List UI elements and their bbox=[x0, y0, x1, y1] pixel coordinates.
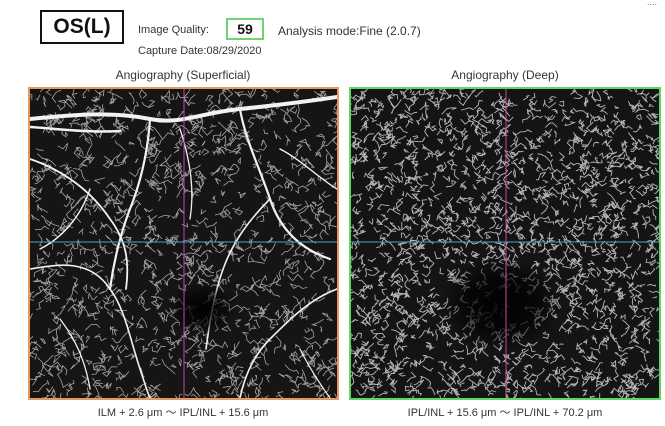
image-quality-label: Image Quality: bbox=[138, 24, 209, 36]
image-quality-value: 59 bbox=[226, 18, 264, 40]
capture-date: Capture Date:08/29/2020 bbox=[138, 45, 262, 57]
caption-deep: IPL/INL + 15.6 μm 〜 IPL/INL + 70.2 μm bbox=[407, 407, 603, 419]
eye-label: OS(L) bbox=[40, 10, 124, 44]
superficial-vessel-map bbox=[30, 89, 337, 398]
panel-title-superficial: Angiography (Superficial) bbox=[115, 68, 251, 82]
corner-text: .... bbox=[646, 0, 657, 7]
angiography-deep-image[interactable] bbox=[349, 87, 661, 400]
panel-title-deep: Angiography (Deep) bbox=[451, 68, 559, 82]
deep-vessel-map bbox=[351, 89, 659, 398]
angiography-superficial-image[interactable] bbox=[28, 87, 339, 400]
analysis-mode: Analysis mode:Fine (2.0.7) bbox=[278, 24, 421, 38]
caption-superficial: ILM + 2.6 μm 〜 IPL/INL + 15.6 μm bbox=[97, 407, 269, 419]
